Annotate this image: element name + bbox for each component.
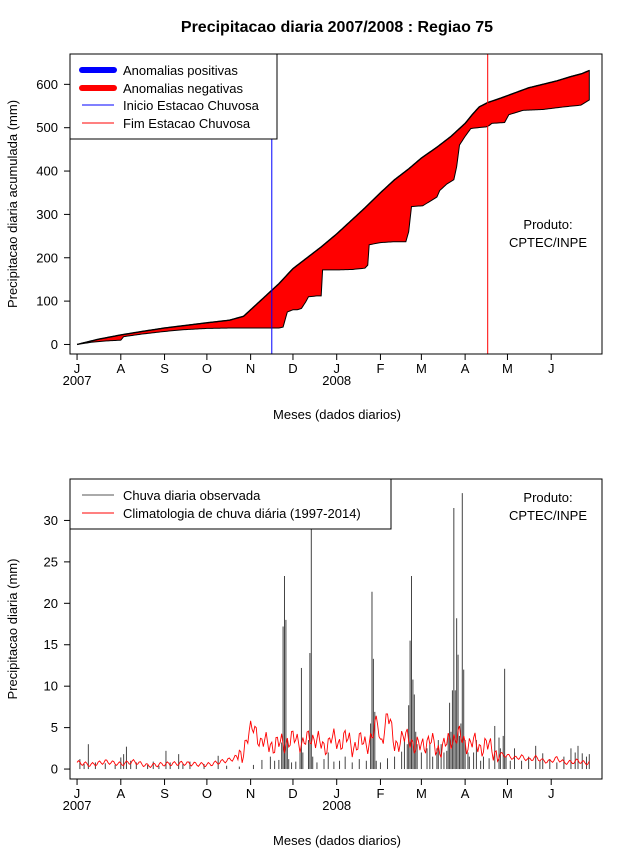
y-tick-label: 100 xyxy=(36,294,58,309)
year-label: 2007 xyxy=(63,373,92,388)
x-tick-label: A xyxy=(116,786,125,801)
x-tick-label: A xyxy=(461,361,470,376)
y-tick-label: 200 xyxy=(36,250,58,265)
x-tick-label: M xyxy=(416,786,427,801)
cumulative-x-label: Meses (dados diarios) xyxy=(273,407,401,422)
y-tick-label: 15 xyxy=(44,637,58,652)
x-tick-label: O xyxy=(202,786,212,801)
x-tick-label: J xyxy=(333,361,340,376)
legend-label-positive: Anomalias positivas xyxy=(123,63,238,78)
chart-title: Precipitacao diaria 2007/2008 : Regiao 7… xyxy=(181,19,493,36)
x-tick-label: D xyxy=(288,786,297,801)
year-label: 2008 xyxy=(322,373,351,388)
x-tick-label: O xyxy=(202,361,212,376)
daily-x-label: Meses (dados diarios) xyxy=(273,833,401,848)
y-tick-label: 0 xyxy=(51,337,58,352)
product-note-line2: CPTEC/INPE xyxy=(509,235,587,250)
y-tick-label: 500 xyxy=(36,120,58,135)
daily-y-label: Precipitacao diaria (mm) xyxy=(5,559,20,700)
cumulative-y-label: Precipitacao diaria acumulada (mm) xyxy=(5,100,20,308)
x-tick-label: J xyxy=(74,786,81,801)
y-tick-label: 10 xyxy=(44,679,58,694)
x-tick-label: J xyxy=(548,361,555,376)
product-note-line1: Produto: xyxy=(523,217,572,232)
y-tick-label: 0 xyxy=(51,762,58,777)
y-tick-label: 5 xyxy=(51,720,58,735)
x-tick-label: M xyxy=(502,361,513,376)
legend-label-onset: Inicio Estacao Chuvosa xyxy=(123,98,260,113)
cumulative-y-axis: 0 100 200 300 400 500 600 xyxy=(36,77,71,352)
y-tick-label: 20 xyxy=(44,596,58,611)
x-tick-label: N xyxy=(246,786,255,801)
climatology-cumulative-line xyxy=(76,69,590,346)
x-tick-label: A xyxy=(116,361,125,376)
x-tick-label: M xyxy=(416,361,427,376)
x-tick-label: S xyxy=(160,361,169,376)
product-note-line1-bottom: Produto: xyxy=(523,490,572,505)
daily-y-axis: 0 5 10 15 20 25 30 xyxy=(44,513,71,777)
x-tick-label: M xyxy=(502,786,513,801)
y-tick-label: 25 xyxy=(44,554,58,569)
y-tick-label: 30 xyxy=(44,513,58,528)
climatology-daily-line xyxy=(76,713,590,769)
x-tick-label: J xyxy=(548,786,555,801)
daily-legend: Chuva diaria observada Climatologia de c… xyxy=(69,478,392,530)
year-label: 2007 xyxy=(63,798,92,813)
legend-label-negative: Anomalias negativas xyxy=(123,81,243,96)
legend-label-end: Fim Estacao Chuvosa xyxy=(123,116,251,131)
x-tick-label: J xyxy=(74,361,81,376)
daily-legend-box xyxy=(69,478,392,530)
x-tick-label: A xyxy=(461,786,470,801)
x-tick-label: S xyxy=(160,786,169,801)
daily-plot-area xyxy=(76,493,590,770)
y-tick-label: 600 xyxy=(36,77,58,92)
x-tick-label: N xyxy=(246,361,255,376)
y-tick-label: 400 xyxy=(36,164,58,179)
year-label: 2008 xyxy=(322,798,351,813)
x-tick-label: F xyxy=(376,361,384,376)
x-tick-label: F xyxy=(376,786,384,801)
x-tick-label: J xyxy=(333,786,340,801)
legend-label-climatology: Climatologia de chuva diária (1997-2014) xyxy=(123,506,361,521)
y-tick-label: 300 xyxy=(36,207,58,222)
cumulative-legend: Anomalias positivas Anomalias negativas … xyxy=(69,53,278,140)
legend-label-observed: Chuva diaria observada xyxy=(123,488,261,503)
product-note-line2-bottom: CPTEC/INPE xyxy=(509,508,587,523)
x-tick-label: D xyxy=(288,361,297,376)
